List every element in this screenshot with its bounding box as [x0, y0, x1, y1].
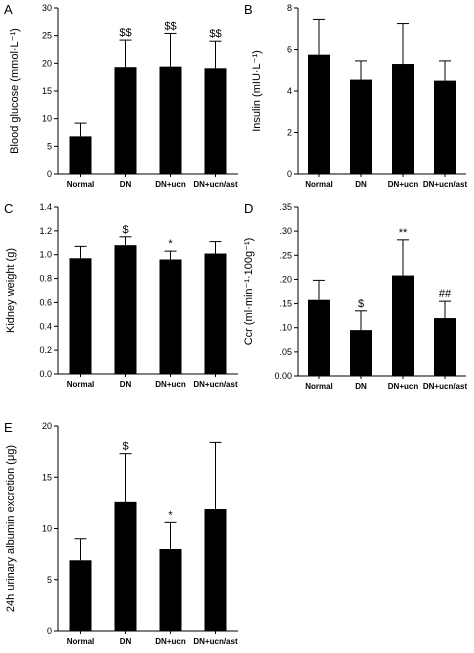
- y-tick-label: .25: [279, 250, 292, 260]
- x-tick-label: Normal: [305, 180, 333, 189]
- bar: [204, 68, 227, 174]
- x-tick-label: DN+ucn/ast: [423, 180, 468, 189]
- bar: [204, 253, 227, 374]
- y-tick-label: 10: [42, 524, 52, 534]
- bar: [350, 79, 372, 174]
- y-tick-label: 0: [47, 169, 52, 179]
- y-tick-label: 15: [42, 472, 52, 482]
- significance-mark: $$: [164, 20, 176, 32]
- bar: [159, 66, 182, 174]
- y-tick-label: 15: [42, 86, 52, 96]
- y-tick-label: 6: [287, 45, 292, 55]
- bar: [434, 80, 456, 174]
- y-tick-label: 0.00: [274, 371, 292, 381]
- x-tick-label: DN+ucn: [155, 380, 186, 389]
- y-tick-label: 4: [287, 86, 292, 96]
- y-tick-label: 1.4: [39, 202, 52, 212]
- bar: [434, 318, 456, 376]
- y-tick-label: 0.2: [39, 345, 52, 355]
- y-tick-label: 0.8: [39, 274, 52, 284]
- x-tick-label: DN+ucn/ast: [193, 380, 238, 389]
- y-tick-label: .15: [279, 299, 292, 309]
- y-tick-label: 5: [47, 575, 52, 585]
- significance-mark: *: [168, 509, 173, 521]
- panel-letter: B: [244, 2, 253, 17]
- y-tick-label: 2: [287, 128, 292, 138]
- y-tick-label: 20: [42, 58, 52, 68]
- y-tick-label: 25: [42, 31, 52, 41]
- chart-panel-d: D $ ** ## 0.00 .05 .10 .15 .20 .25 .30 .35 Normal DN D…: [243, 201, 467, 391]
- bar: [114, 245, 137, 374]
- x-tick-label: Normal: [67, 637, 95, 646]
- bar: [159, 259, 182, 374]
- significance-mark: $: [358, 298, 364, 310]
- significance-mark: *: [168, 238, 173, 250]
- y-tick-label: 0: [47, 626, 52, 636]
- y-tick-label: 0.4: [39, 321, 52, 331]
- y-axis-title: Ccr (ml·min⁻¹·100g⁻¹): [243, 238, 255, 346]
- y-tick-label: .10: [279, 323, 292, 333]
- x-tick-label: Normal: [67, 180, 95, 189]
- panel-letter: C: [4, 201, 13, 216]
- chart-panel-a: A $$ $$ $$ 0 5 10 15 20 25 30 Normal DN DN+ucn DN+ucn/…: [4, 2, 238, 189]
- y-tick-label: 20: [42, 421, 52, 431]
- bar: [308, 54, 330, 174]
- y-tick-label: 5: [47, 141, 52, 151]
- bar: [350, 330, 372, 376]
- x-tick-label: DN: [120, 180, 132, 189]
- x-tick-label: DN+ucn: [155, 180, 186, 189]
- bar: [114, 501, 137, 631]
- chart-panel-c: C $ * 0.0 0.2 0.4 0.6 0.8 1.0 1.2 1.4 Normal DN DN+uc…: [4, 201, 238, 389]
- bar: [204, 509, 227, 631]
- y-tick-label: .30: [279, 226, 292, 236]
- y-tick-label: 10: [42, 114, 52, 124]
- x-tick-label: DN: [355, 180, 367, 189]
- chart-panel-b: B 0 2 4 6 8 Normal DN DN+ucn DN+ucn/ast Insulin (m…: [244, 2, 467, 189]
- panel-letter: D: [244, 201, 253, 216]
- y-tick-label: 0: [287, 169, 292, 179]
- y-tick-label: 1.2: [39, 226, 52, 236]
- bar: [114, 67, 137, 174]
- chart-panel-e: E $ * 0 5 10 15 20 Normal DN DN+ucn DN+ucn/ast 24h u…: [4, 420, 238, 646]
- significance-mark: $: [122, 224, 128, 236]
- x-tick-label: DN+ucn: [388, 180, 419, 189]
- x-tick-label: DN+ucn/ast: [193, 637, 238, 646]
- x-tick-label: DN+ucn: [155, 637, 186, 646]
- y-tick-label: 0.6: [39, 297, 52, 307]
- bar: [159, 549, 182, 631]
- bar: [308, 299, 330, 376]
- y-tick-label: 8: [287, 3, 292, 13]
- y-axis-title: Blood glucose (mmol·L⁻¹): [9, 28, 21, 154]
- significance-mark: $$: [209, 28, 221, 40]
- x-tick-label: DN+ucn: [388, 382, 419, 391]
- y-tick-label: 1.0: [39, 250, 52, 260]
- y-axis-title: Insulin (mIU·L⁻¹): [251, 50, 263, 132]
- panel-letter: E: [4, 420, 13, 435]
- bar: [392, 64, 414, 174]
- x-tick-label: DN+ucn/ast: [423, 382, 468, 391]
- y-axis-title: 24h urinary albumin excretion (μg): [5, 445, 17, 612]
- y-tick-label: 0.0: [39, 369, 52, 379]
- y-axis-title: Kidney weight (g): [5, 248, 17, 333]
- y-tick-label: .20: [279, 274, 292, 284]
- x-tick-label: DN+ucn/ast: [193, 180, 238, 189]
- bar: [69, 560, 92, 631]
- y-tick-label: .05: [279, 347, 292, 357]
- y-tick-label: .35: [279, 202, 292, 212]
- panel-letter: A: [4, 2, 13, 17]
- significance-mark: ##: [439, 288, 452, 300]
- significance-mark: **: [399, 227, 408, 239]
- bar: [69, 258, 92, 374]
- x-tick-label: DN: [355, 382, 367, 391]
- y-tick-label: 30: [42, 3, 52, 13]
- significance-mark: $$: [119, 27, 131, 39]
- x-tick-label: DN: [120, 637, 132, 646]
- bar: [69, 136, 92, 174]
- bar: [392, 275, 414, 376]
- x-tick-label: Normal: [67, 380, 95, 389]
- x-tick-label: DN: [120, 380, 132, 389]
- x-tick-label: Normal: [305, 382, 333, 391]
- significance-mark: $: [122, 441, 128, 453]
